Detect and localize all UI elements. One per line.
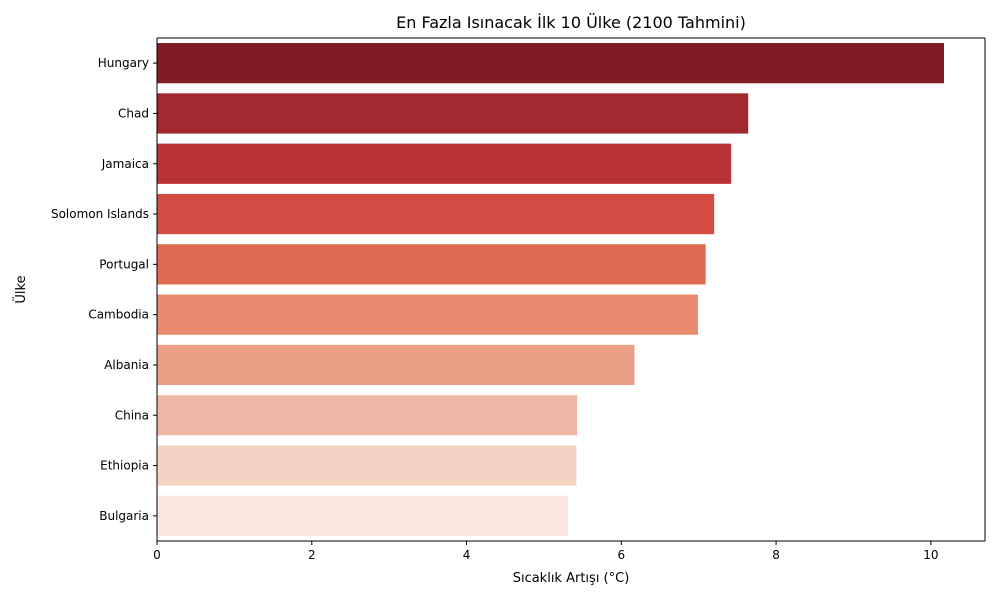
- y-tick-label: China: [115, 408, 149, 422]
- x-tick-labels: 0 2 4 6 8 10: [153, 541, 938, 562]
- y-tick-label: Solomon Islands: [51, 207, 149, 221]
- bar-chad: [157, 93, 749, 134]
- bars-group: [157, 43, 944, 536]
- x-tick-label: 0: [153, 548, 161, 562]
- y-axis-label: Ülke: [12, 275, 29, 303]
- y-tick-label: Bulgaria: [99, 509, 149, 523]
- y-tick-label: Ethiopia: [100, 459, 149, 473]
- bar-portugal: [157, 244, 706, 285]
- bar-albania: [157, 344, 635, 386]
- chart-title: En Fazla Isınacak İlk 10 Ülke (2100 Tahm…: [396, 13, 746, 32]
- bar-china: [157, 395, 578, 436]
- y-tick-label: Chad: [118, 106, 149, 120]
- x-tick-label: 4: [463, 548, 471, 562]
- bar-solomon-islands: [157, 193, 715, 235]
- y-tick-label: Cambodia: [88, 308, 149, 322]
- x-tick-label: 8: [772, 548, 780, 562]
- y-tick-label: Jamaica: [101, 157, 149, 171]
- y-tick-labels: Hungary Chad Jamaica Solomon Islands Portuga…: [51, 56, 157, 523]
- bar-hungary: [157, 43, 944, 84]
- bar-jamaica: [157, 143, 732, 184]
- x-axis-label: Sıcaklık Artışı (°C): [513, 571, 630, 586]
- x-tick-label: 10: [923, 548, 938, 562]
- y-tick-label: Hungary: [98, 56, 149, 70]
- y-tick-label: Portugal: [99, 257, 149, 271]
- bar-cambodia: [157, 294, 698, 335]
- bar-ethiopia: [157, 445, 577, 486]
- x-tick-label: 2: [308, 548, 316, 562]
- bar-bulgaria: [157, 495, 568, 536]
- x-tick-label: 6: [617, 548, 625, 562]
- y-tick-label: Albania: [104, 358, 149, 372]
